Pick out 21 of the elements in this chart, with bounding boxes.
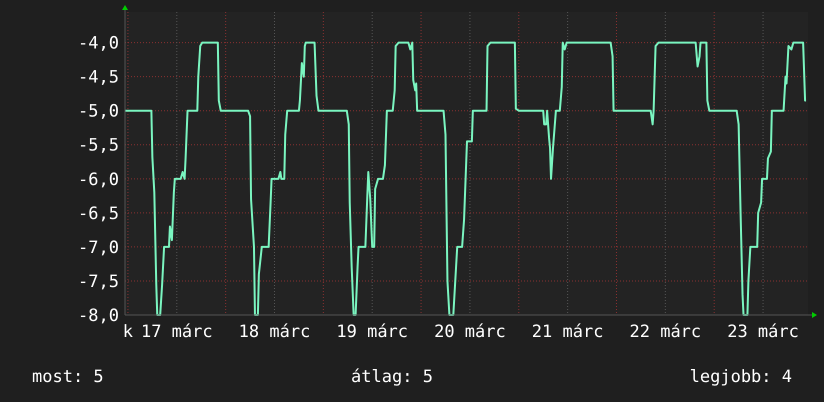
x-tick-label: 23 márc [727,322,799,342]
x-tick-label: 18 márc [238,322,310,342]
y-tick-label: -6,0 [78,170,119,190]
line-series [124,42,808,316]
text: átlag: 5 [351,367,433,387]
x-tick-label: 20 márc [434,322,506,342]
text: most: 5 [32,367,104,387]
y-tick-label: -7,0 [78,238,119,258]
y-tick-label: -6,5 [78,204,119,224]
x-tick-label: 19 márc [336,322,408,342]
x-tick-label: 21 márc [532,322,604,342]
text: legjobb: 4 [690,367,792,387]
y-tick-label: -7,5 [78,272,119,292]
y-tick-label: -4,0 [78,34,119,54]
x-tick-label: 17 márc [140,322,213,342]
y-tick-label: -8,0 [78,306,119,326]
y-tick-label: -4,5 [78,68,119,88]
x-tick-label: k [122,322,134,342]
y-tick-label: -5,0 [78,102,119,122]
y-tick-label: -5,5 [78,136,119,156]
x-tick-label: 22 márc [630,322,702,342]
